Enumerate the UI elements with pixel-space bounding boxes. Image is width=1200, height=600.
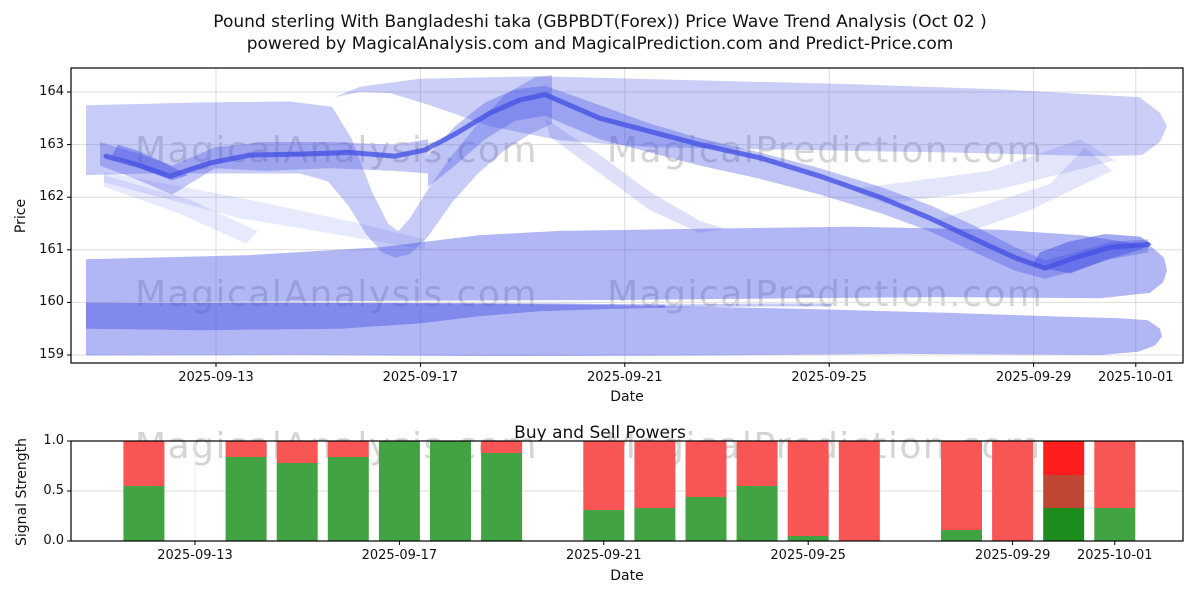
band-dark-blob-left [112,144,188,181]
bar-overlap-2025-09-30 [1043,441,1085,475]
band-wedge-right-1 [850,139,1115,204]
bar-sell-2025-09-12 [123,441,165,486]
price-xtick-2025-09-25: 2025-09-25 [791,370,867,385]
power-ytick-0.0: 0.0 [43,533,64,548]
power-xaxis-label: Date [610,568,644,584]
bar-buy-2025-09-18 [430,441,471,541]
bar-sell-2025-09-16 [327,441,369,457]
price-ytick-164: 164 [39,84,64,99]
power-chart-title: Buy and Sell Powers [514,423,686,443]
bar-buy-2025-09-12 [123,486,165,541]
bar-buy-2025-09-17 [378,441,420,541]
band-top-left-wave [86,75,552,258]
bar-sell-2025-09-24 [736,441,778,486]
price-ytick-159: 159 [39,347,64,362]
bar-buy-2025-09-23 [685,497,727,541]
bar-buy-2025-09-22 [634,508,676,541]
bar-buy-2025-09-19 [481,453,523,541]
price-ytick-161: 161 [39,241,64,257]
bar-buy-2025-09-25 [787,536,829,541]
trend-line [103,92,1151,271]
lower-tail-line [658,303,832,308]
price-axis-label: Price [13,198,29,234]
chart-title-line2: powered by MagicalAnalysis.com and Magic… [246,34,954,54]
band-mid-descending-band [428,85,1148,279]
bar-buy-2025-09-24 [736,486,778,541]
price-xtick-2025-10-01: 2025-10-01 [1098,370,1174,385]
price-plot-border [70,67,1184,364]
bar-sell-2025-09-26 [838,441,880,541]
bar-sell-2025-09-22 [634,441,676,508]
bar-sell-2025-09-25 [787,441,829,536]
price-xtick-2025-09-17: 2025-09-17 [382,370,459,385]
bar-buy-2025-10-01 [1094,508,1136,541]
power-ytick-0.5: 0.5 [43,483,64,498]
bar-buy-2025-09-15 [276,463,318,541]
watermark-prediction-mid: MagicalPrediction.com [607,274,1044,315]
price-ytick-162: 162 [39,189,64,205]
bar-sell-2025-09-23 [685,441,727,497]
price-xtick-2025-09-13: 2025-09-13 [178,370,254,385]
band-lower-band-upper [86,226,1167,303]
bar-sell-2025-09-15 [276,441,318,463]
band-wedge-right-2 [935,147,1112,234]
price-ytick-160: 160 [39,294,64,310]
bar-buy-2025-09-21 [583,510,625,541]
bar-buy-2025-09-14 [225,457,267,541]
bar-sell-2025-10-01 [1094,441,1136,508]
bar-buy-2025-09-28 [941,530,982,541]
power-xtick-2025-09-13: 2025-09-13 [157,548,233,563]
band-lower-band-lower [86,302,1162,357]
power-bars [123,441,1136,541]
watermark-analysis-mid: MagicalAnalysis.com [135,274,538,315]
band-wedge-left-2 [104,175,258,244]
band-wedge-left-1 [104,172,425,250]
band-lower-band-dark-core [86,302,665,331]
signal-strength-axis-label: Signal Strength [14,438,30,547]
power-ytick-1.0: 1.0 [43,433,64,448]
price-ytick-163: 163 [39,136,64,152]
bar-overlap-2025-09-30 [1043,475,1085,508]
power-xtick-2025-09-17: 2025-09-17 [361,548,438,563]
bar-overlap-2025-09-30 [1043,508,1085,541]
bar-sell-2025-09-21 [583,441,625,510]
power-xtick-2025-10-01: 2025-10-01 [1077,548,1153,563]
power-xtick-2025-09-21: 2025-09-21 [566,548,642,563]
power-xtick-2025-09-29: 2025-09-29 [974,548,1051,563]
bar-sell-2025-09-19 [481,441,523,453]
power-xtick-2025-09-25: 2025-09-25 [770,548,846,563]
bar-sell-2025-09-28 [941,441,982,530]
chart-title-line1: Pound sterling With Bangladeshi taka (GB… [213,12,987,32]
bar-sell-2025-09-29 [992,441,1034,541]
price-xtick-2025-09-29: 2025-09-29 [995,370,1072,385]
price-wave-bands [86,75,1167,357]
bar-buy-2025-09-16 [327,457,369,541]
price-xtick-2025-09-21: 2025-09-21 [587,370,663,385]
price-xaxis-label: Date [610,389,644,405]
bar-sell-2025-09-14 [225,441,267,457]
